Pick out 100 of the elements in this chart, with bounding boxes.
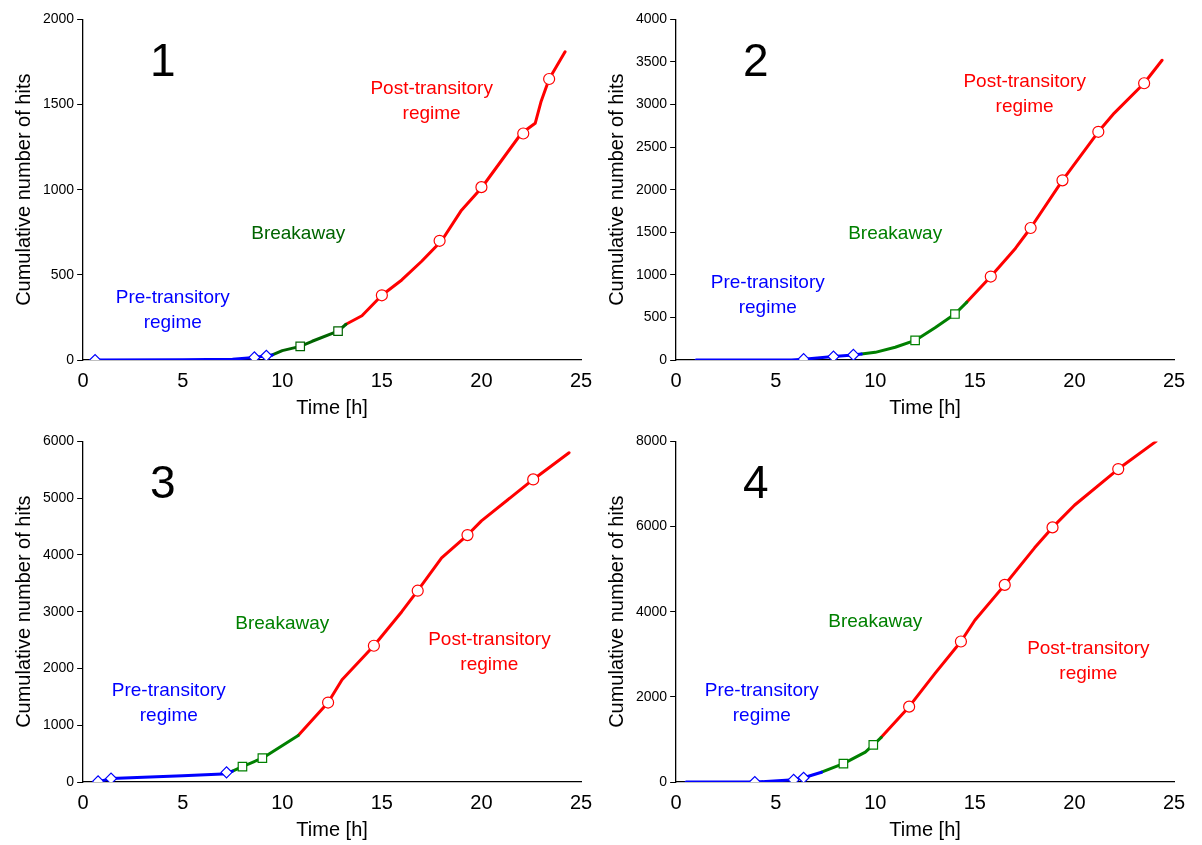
y-tick-label: 0 [659,772,668,789]
y-tick-label: 1000 [42,716,75,733]
point [461,528,474,542]
y-tick-label: 4000 [635,602,668,619]
x-tick-label: 5 [770,368,782,391]
y-tick-label: 1000 [635,265,668,282]
x-tick-label: 5 [177,368,189,391]
x-tick-label: 15 [370,368,393,391]
y-tick-label: 1000 [42,180,75,197]
point [910,335,920,346]
point [257,753,268,763]
point [950,309,960,319]
y-tick-label: 5000 [42,489,75,506]
annotation: Post-transitory regime [428,628,552,675]
point [998,578,1011,591]
point [868,740,879,750]
point [954,635,968,648]
annotation: Post-transitory regime [963,70,1087,117]
point [827,350,840,360]
y-tick-label: 2000 [42,10,75,27]
point [517,127,530,140]
x-tick-label: 15 [963,368,986,391]
point [838,758,849,769]
chart-title: 3 [150,456,176,509]
x-tick-label: 20 [470,790,493,813]
annotation: Breakaway [828,610,923,632]
y-tick-label: 2000 [635,687,668,704]
y-tick-label: 6000 [42,432,75,449]
x-axis-title: Time [h] [889,395,961,418]
point [984,270,997,283]
annotation: Pre-transitory regime [115,286,231,333]
point [433,234,446,247]
y-tick-label: 0 [66,350,75,367]
y-tick-label: 4000 [42,545,75,562]
point [411,584,424,597]
x-axis-title: Time [h] [889,817,961,840]
x-tick-label: 10 [864,790,887,813]
annotation: Breakaway [251,222,346,244]
y-tick-label: 4000 [635,10,668,27]
y-tick-label: 1500 [635,223,668,240]
annotation: Pre-transitory regime [111,679,227,726]
point [1056,174,1069,187]
x-tick-label: 20 [1063,368,1086,391]
point [1046,521,1059,534]
annotation: Breakaway [848,222,943,244]
point [1138,77,1151,90]
x-axis-title: Time [h] [296,817,368,840]
y-axis-title: Cumulative number of hits [604,73,627,306]
x-tick-label: 10 [864,368,887,391]
y-tick-label: 500 [643,308,668,325]
point [375,289,388,302]
x-tick-label: 15 [370,790,393,813]
y-tick-label: 0 [66,772,75,789]
point [527,473,540,486]
point [367,639,380,652]
annotation: Post-transitory regime [370,76,494,123]
y-axis-title: Cumulative number of hits [11,73,34,306]
annotation: Breakaway [235,611,330,633]
point [321,696,335,709]
x-tick-label: 5 [177,790,189,813]
x-tick-label: 25 [1162,790,1186,813]
chart-title: 1 [150,34,176,87]
y-tick-label: 500 [50,265,75,282]
chart-title: 2 [743,34,769,87]
point [237,761,248,772]
x-tick-label: 25 [569,368,593,391]
point [475,181,488,194]
point [333,326,343,336]
point [1092,125,1105,138]
annotation: Pre-transitory regime [704,679,820,726]
point [1024,221,1037,235]
y-tick-label: 2000 [42,659,75,676]
y-tick-label: 2000 [635,180,668,197]
point [903,700,916,713]
y-tick-label: 2500 [635,137,668,154]
chart-title: 4 [743,456,769,509]
y-axis-title: Cumulative number of hits [11,495,34,728]
x-tick-label: 10 [271,790,294,813]
x-tick-label: 10 [271,368,294,391]
point [220,766,233,779]
y-axis-title: Cumulative number of hits [604,495,627,728]
x-tick-label: 25 [569,790,593,813]
y-tick-label: 8000 [635,432,668,449]
x-tick-label: 25 [1162,368,1186,391]
point [1112,462,1125,476]
point [260,349,273,360]
point [104,772,118,782]
y-tick-label: 3000 [42,602,75,619]
point [543,72,556,86]
x-tick-label: 20 [470,368,493,391]
point [847,348,860,360]
annotation: Pre-transitory regime [710,271,826,318]
x-axis-title: Time [h] [296,395,368,418]
y-tick-label: 0 [659,350,668,367]
point [295,341,306,352]
y-tick-label: 3500 [635,52,668,69]
point [797,771,810,782]
y-tick-label: 3000 [635,95,668,112]
x-tick-label: 20 [1063,790,1086,813]
annotation: Post-transitory regime [1027,636,1151,683]
